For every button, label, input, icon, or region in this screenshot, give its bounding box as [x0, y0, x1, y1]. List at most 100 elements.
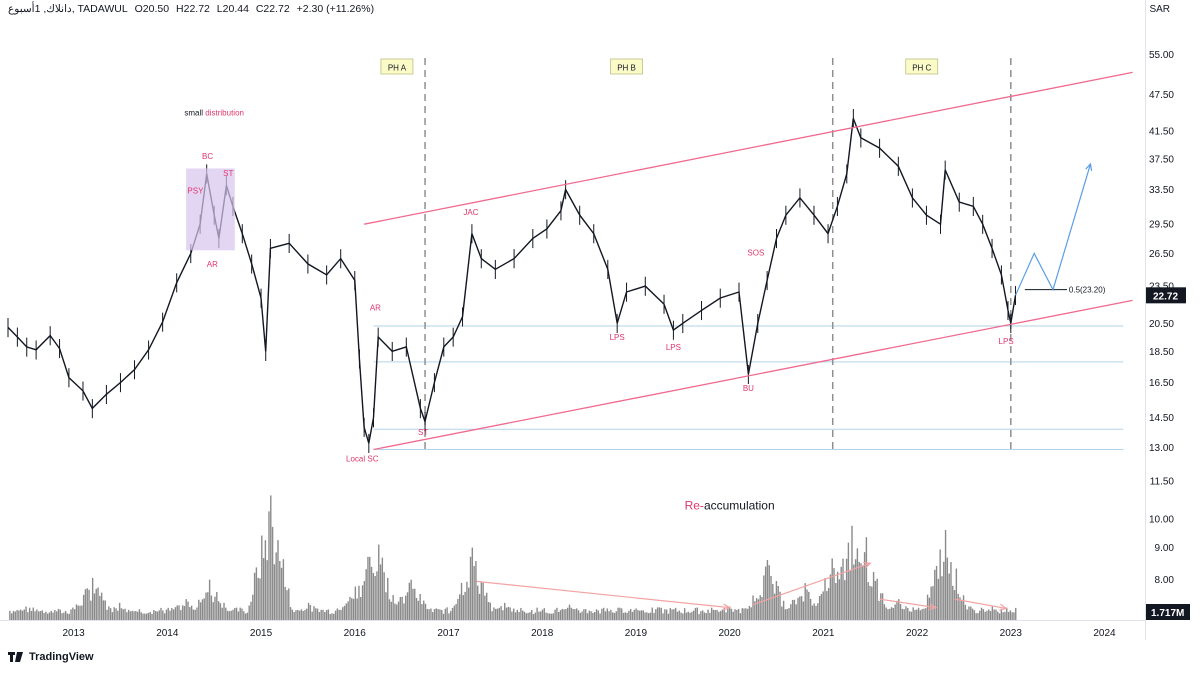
volume-bar: [52, 612, 54, 620]
event-label: JAC: [463, 208, 478, 217]
volume-bar: [311, 611, 313, 620]
volume-bar: [295, 610, 297, 620]
volume-bar: [163, 613, 166, 620]
volume-bar: [345, 603, 348, 620]
volume-bar: [943, 561, 945, 620]
volume-bar: [104, 600, 106, 620]
volume-bar: [818, 596, 821, 620]
volume-bar: [962, 595, 965, 620]
volume-bar: [712, 609, 715, 620]
volume-bar: [399, 597, 402, 620]
volume-bar: [482, 582, 484, 620]
volume-bar: [845, 558, 848, 620]
volume-bar: [412, 588, 414, 620]
time-tick-label: 2020: [719, 628, 742, 639]
volume-bar: [406, 592, 409, 620]
volume-bar: [333, 613, 335, 620]
volume-bar: [205, 592, 207, 620]
volume-bar: [48, 612, 51, 620]
volume-bar: [953, 590, 956, 620]
volume-bar: [9, 610, 11, 620]
volume-bar: [495, 608, 497, 620]
volume-bar: [165, 609, 168, 620]
volume-bar: [950, 562, 952, 620]
volume-bar: [673, 609, 675, 620]
volume-bar: [430, 608, 432, 620]
volume-bar: [477, 585, 479, 620]
volume-bar: [478, 593, 481, 620]
volume-bar: [806, 589, 808, 620]
volume-bar: [95, 588, 97, 620]
volume-bar: [489, 602, 492, 620]
volume-bar: [70, 609, 72, 620]
time-tick-label: 2013: [62, 628, 85, 639]
levels-layer: [373, 58, 1124, 451]
volume-bar: [397, 601, 400, 620]
volume-bar: [383, 572, 385, 620]
volume-trend-arrowhead: [928, 603, 938, 611]
volume-bar: [284, 586, 286, 620]
symbol-name[interactable]: دانلاك, 1أسبوع, TADAWUL: [8, 3, 128, 15]
volume-bar: [55, 611, 58, 620]
volume-bar: [656, 607, 659, 620]
tradingview-logo-icon: [8, 652, 24, 662]
volume-bar: [768, 565, 770, 620]
volume-bar: [946, 557, 949, 620]
volume-bar: [207, 592, 209, 620]
volume-bar: [282, 559, 285, 620]
low-value: L20.44: [216, 3, 249, 15]
volume-bar: [784, 609, 787, 620]
volume-bar: [459, 594, 461, 620]
change-value: +2.30 (+11.26%): [296, 3, 375, 15]
volume-bar: [802, 601, 805, 620]
volume-bar: [156, 611, 159, 620]
high-value: H22.72: [176, 3, 210, 15]
volume-bar: [662, 613, 664, 620]
volume-bar: [248, 605, 250, 620]
volume-bar: [144, 613, 146, 620]
volume-bar: [111, 612, 114, 620]
volume-bar: [288, 588, 290, 620]
volume-bar: [217, 601, 220, 620]
price-tick-label: 55.00: [1149, 50, 1174, 61]
volume-bar: [889, 608, 891, 620]
brand-footer[interactable]: TradingView: [8, 651, 94, 663]
volume-bar: [563, 609, 565, 620]
volume-bar: [541, 609, 544, 620]
close-value: C22.72: [255, 3, 290, 15]
volume-bar: [849, 570, 851, 620]
volume-bar: [691, 611, 693, 620]
event-label: SOS: [747, 248, 764, 257]
volume-bar: [727, 607, 729, 620]
volume-bar: [779, 591, 781, 620]
volume-bar: [572, 608, 574, 620]
volume-bar: [581, 611, 583, 620]
volume-bar: [786, 608, 788, 620]
event-label: AR: [207, 260, 218, 269]
volume-bar: [246, 612, 249, 620]
volume-bar: [343, 605, 346, 620]
volume-bar: [178, 605, 180, 620]
volume-bar: [212, 602, 214, 620]
volume-bar: [358, 585, 360, 620]
volume-bar: [532, 614, 535, 620]
volume-bar: [700, 611, 702, 620]
volume-bar: [948, 573, 950, 620]
volume-bar: [723, 608, 725, 620]
event-label: LPS: [999, 337, 1014, 346]
volume-bar: [570, 607, 572, 620]
volume-bar: [968, 606, 970, 620]
volume-bar: [300, 609, 303, 620]
volume-bar: [415, 597, 418, 620]
volume-bar: [777, 585, 779, 620]
volume-bar: [685, 612, 688, 620]
volume-bar: [527, 612, 529, 620]
volume-bar: [160, 607, 162, 620]
volume-bar: [730, 608, 733, 620]
volume-bar: [120, 608, 123, 620]
volume-bar: [162, 610, 164, 620]
volume-bar: [997, 611, 999, 620]
volume-bar: [234, 608, 236, 620]
volume-bar: [129, 611, 132, 620]
